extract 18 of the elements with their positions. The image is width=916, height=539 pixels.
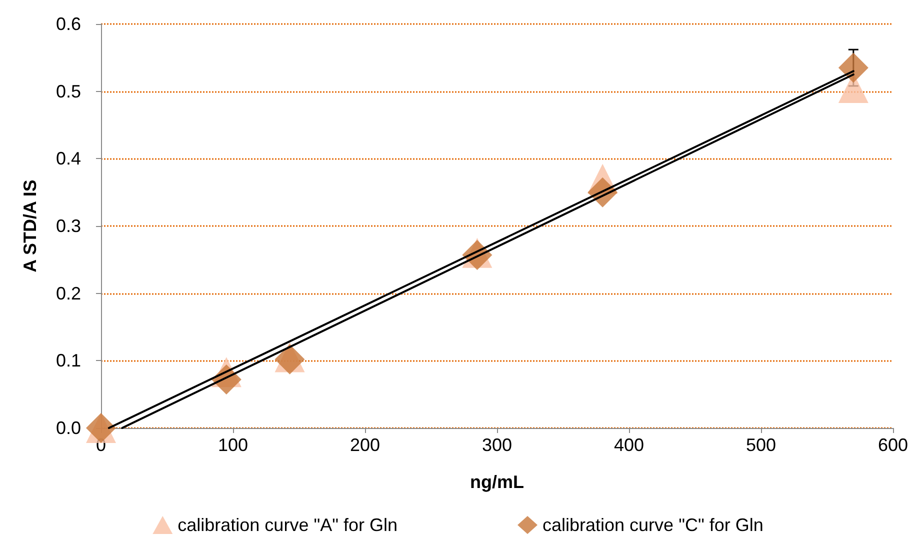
y-tick-label: 0.1	[56, 350, 81, 371]
legend-label: calibration curve "A" for Gln	[178, 515, 398, 535]
legend-label: calibration curve "C" for Gln	[542, 515, 764, 535]
x-tick-label: 400	[614, 435, 644, 455]
y-tick-label: 0.5	[56, 81, 81, 102]
x-tick-label: 0	[96, 435, 106, 455]
x-tick-label: 600	[878, 435, 908, 455]
y-tick-label: 0.3	[56, 216, 81, 236]
x-tick-label: 500	[746, 435, 776, 455]
x-tick-label: 300	[482, 435, 512, 455]
y-tick-label: 0.0	[56, 418, 81, 438]
y-axis-title: A STD/A IS	[20, 180, 40, 272]
y-tick-label: 0.6	[56, 14, 81, 34]
x-tick-label: 100	[218, 435, 248, 455]
y-tick-label: 0.2	[56, 283, 81, 304]
x-tick-label: 200	[350, 435, 380, 455]
y-tick-label: 0.4	[56, 148, 81, 169]
x-axis-title: ng/mL	[470, 472, 524, 492]
